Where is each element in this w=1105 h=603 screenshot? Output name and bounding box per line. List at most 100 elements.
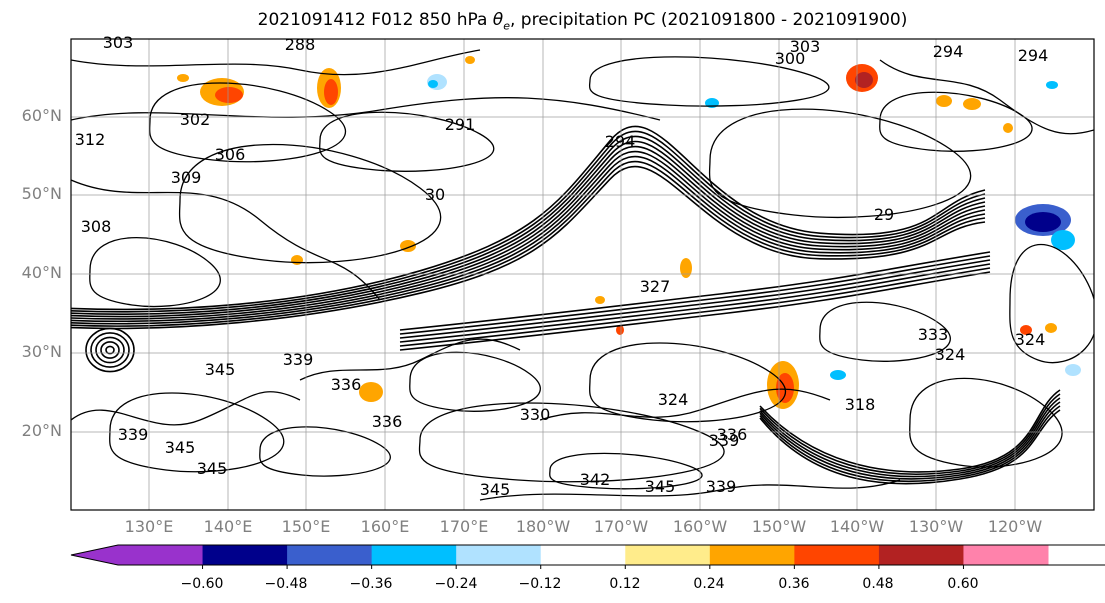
- precip-area: [830, 370, 846, 380]
- theta-e-contour: [759, 393, 1061, 476]
- theta-e-contour: [759, 409, 1061, 485]
- theta-e-contour: [89, 236, 221, 308]
- contour-label: 300: [775, 49, 806, 68]
- theta-e-contour: [71, 97, 661, 121]
- precip-area: [936, 95, 952, 107]
- contour-label: 309: [171, 168, 202, 187]
- contour-label: 294: [605, 132, 636, 151]
- lon-label-130w: 130°W: [908, 517, 964, 536]
- colorbar-tick-label: 0.36: [778, 576, 810, 592]
- colorbar-swatch: [287, 545, 373, 565]
- colorbar-swatch: [963, 545, 1049, 565]
- colorbar-tick-label: 0.24: [693, 576, 725, 592]
- colorbar-swatch: [540, 545, 626, 565]
- precip-area: [359, 382, 383, 402]
- contour-label: 324: [1015, 330, 1046, 349]
- precip-area: [963, 98, 981, 110]
- colorbar-extend-min: [71, 545, 118, 565]
- lon-label-140w: 140°W: [829, 517, 885, 536]
- theta-e-contour: [71, 160, 986, 327]
- precip-area: [1045, 323, 1057, 333]
- theta-e-contour: [178, 143, 442, 264]
- contour-label: 336: [331, 375, 362, 394]
- colorbar-tick-label: 0.60: [947, 576, 979, 592]
- theta-e-contour: [105, 345, 115, 355]
- lon-label-180w: 180°W: [515, 517, 571, 536]
- colorbar-tick-label: −0.48: [264, 576, 308, 592]
- lon-label-140e: 140°E: [203, 517, 253, 536]
- precip-area: [177, 74, 189, 82]
- contour-label: 336: [372, 412, 403, 431]
- theta-e-contour: [819, 301, 951, 362]
- contour-label: 294: [933, 42, 964, 61]
- precip-area: [465, 56, 475, 64]
- colorbar-tick-label: 0.12: [609, 576, 641, 592]
- contour-label: 333: [918, 325, 949, 344]
- colorbar-swatch: [709, 545, 795, 565]
- theta-e-contour: [759, 397, 1061, 478]
- precip-area: [1065, 364, 1081, 376]
- precip-area: [1046, 81, 1058, 89]
- colorbar-tick-label: −0.24: [434, 576, 478, 592]
- contour-label: 327: [640, 277, 671, 296]
- theta-e-contour: [299, 338, 521, 381]
- contour-label: 324: [935, 345, 966, 364]
- colorbar-swatch: [794, 545, 880, 565]
- theta-e-contour: [879, 59, 1094, 135]
- map-content: [71, 49, 1094, 501]
- theta-e-contour: [319, 111, 495, 172]
- colorbar: [70, 544, 1105, 569]
- title-prefix: 2021091412 F012 850 hPa: [257, 10, 493, 30]
- theta-e-contour: [588, 342, 787, 423]
- map-title: 2021091412 F012 850 hPa θe, precipitatio…: [0, 10, 1105, 32]
- map-frame: [70, 38, 1095, 511]
- lon-label-160w: 160°W: [672, 517, 728, 536]
- lon-label-130e: 130°E: [124, 517, 174, 536]
- theta-e-contour: [399, 259, 991, 339]
- precip-area: [680, 258, 692, 278]
- contour-label: 345: [205, 360, 236, 379]
- theta-e-contour: [399, 255, 991, 335]
- colorbar-tick-label: −0.60: [180, 576, 224, 592]
- contour-label: 303: [103, 33, 134, 52]
- theta-e-contour: [71, 130, 986, 313]
- contour-label: 288: [285, 35, 316, 54]
- theta-e-contour: [71, 140, 986, 318]
- colorbar-swatch: [625, 545, 711, 565]
- colorbar-outline: [70, 544, 1105, 566]
- contour-label: 302: [180, 110, 211, 129]
- precip-area: [1020, 325, 1032, 335]
- lat-label-30n: 30°N: [21, 342, 62, 361]
- theta-e-contour: [418, 402, 725, 483]
- theta-e-contour: [95, 336, 125, 364]
- contour-label: 339: [283, 350, 314, 369]
- precip-area: [291, 255, 303, 265]
- contour-label: 345: [197, 459, 228, 478]
- theta-e-contour: [71, 150, 986, 323]
- lon-label-160e: 160°E: [360, 517, 410, 536]
- contour-label: 30: [425, 185, 445, 204]
- theta-e-contour: [71, 179, 381, 301]
- theta-e-contour: [71, 391, 301, 426]
- theta-e-contour: [399, 263, 991, 343]
- theta-e-contour: [549, 452, 703, 490]
- precip-area: [215, 87, 243, 103]
- title-suffix: , precipitation PC (2021091800 - 2021091…: [509, 10, 908, 30]
- contour-label: 324: [658, 390, 689, 409]
- contour-label: 29: [874, 205, 894, 224]
- contour-label: 312: [75, 130, 106, 149]
- contour-label: 345: [480, 480, 511, 499]
- precip-area: [428, 80, 438, 88]
- theta-e-contour: [90, 332, 130, 368]
- colorbar-swatch: [371, 545, 457, 565]
- colorbar-swatch: [202, 545, 288, 565]
- theta-e-contour: [759, 401, 1061, 480]
- lon-label-170w: 170°W: [593, 517, 649, 536]
- theta-e-contour: [588, 56, 830, 107]
- theta-e-contour: [71, 155, 986, 325]
- theta-e-contour: [879, 91, 1033, 152]
- theta-e-contour: [109, 392, 285, 473]
- contour-label: 336: [717, 425, 748, 444]
